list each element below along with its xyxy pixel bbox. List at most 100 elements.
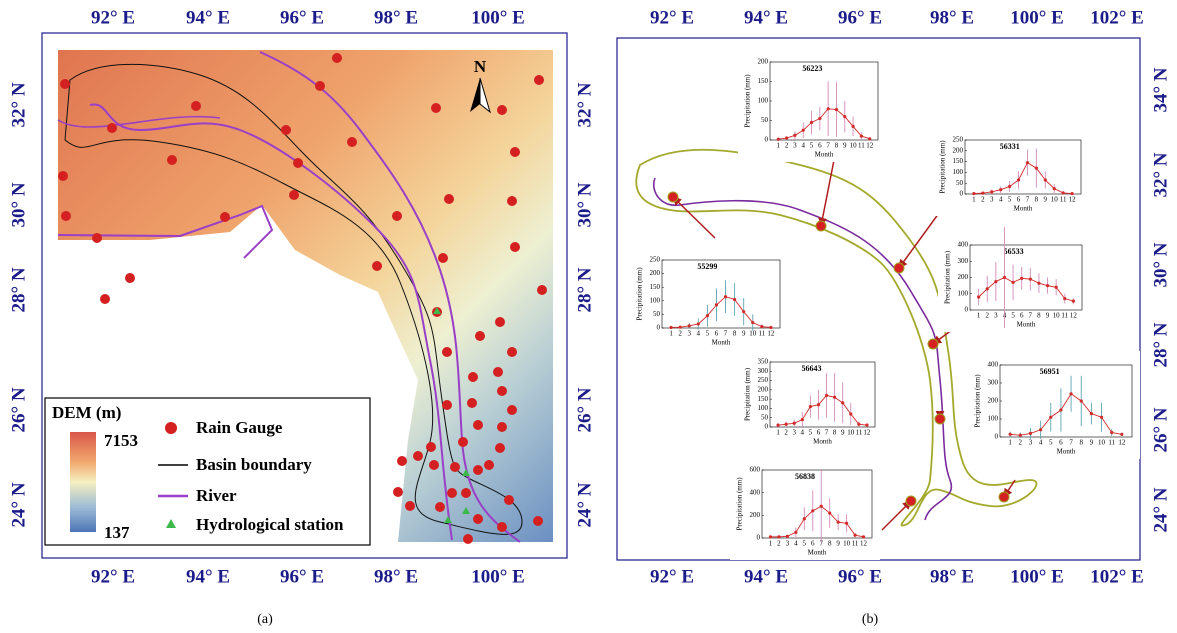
- y-tick-label: 200: [758, 58, 769, 66]
- y-tick-label: 400: [988, 361, 999, 369]
- precip-point: [828, 511, 832, 515]
- precip-point: [1110, 430, 1114, 435]
- precip-point: [760, 325, 764, 329]
- precip-point: [994, 279, 998, 284]
- precip-point: [808, 404, 812, 409]
- rain-gauge: [332, 53, 342, 63]
- y-tick-label: 100: [953, 168, 964, 176]
- coordinate-label: 96° E: [838, 7, 882, 28]
- river: [57, 115, 221, 128]
- rain-gauge: [435, 502, 445, 512]
- rain-gauge: [429, 460, 439, 470]
- legend-gauge-symbol: [165, 422, 177, 434]
- precip-point: [785, 136, 789, 140]
- x-tick-label: 8: [1035, 196, 1039, 204]
- river: [653, 177, 953, 521]
- x-tick-label: 6: [1020, 312, 1024, 320]
- station-marker: [998, 491, 1010, 503]
- y-axis-title: Precipitation (mm): [939, 140, 947, 194]
- precip-point: [1011, 280, 1015, 284]
- coordinate-label: 96° E: [838, 566, 882, 587]
- x-axis-title: Month: [712, 339, 731, 347]
- x-tick-label: 12: [866, 142, 874, 150]
- rain-gauge: [220, 212, 230, 222]
- rain-gauge: [467, 398, 477, 408]
- precip-point: [792, 421, 796, 425]
- y-tick-label: 0: [757, 534, 761, 542]
- precip-point: [861, 535, 866, 539]
- x-tick-label: 9: [836, 540, 840, 548]
- precip-point: [669, 325, 673, 330]
- precip-point: [851, 124, 855, 128]
- precip-point: [1045, 284, 1050, 288]
- y-tick-label: 300: [958, 257, 969, 265]
- river: [259, 51, 521, 543]
- rain-gauge: [468, 372, 478, 382]
- coordinate-label: 32° N: [1150, 152, 1171, 197]
- x-axis-title: Month: [1057, 448, 1076, 456]
- coordinate-label: 102° E: [1090, 7, 1144, 28]
- inset-background: [730, 456, 880, 560]
- y-tick-label: 0: [765, 136, 769, 144]
- x-tick-label: 2: [1019, 439, 1023, 447]
- basin-boundary: [64, 63, 523, 535]
- x-tick-label: 3: [1029, 439, 1033, 447]
- precip-point: [833, 395, 837, 399]
- precip-point: [705, 314, 709, 318]
- x-tick-label: 11: [852, 540, 859, 548]
- y-tick-label: 350: [758, 358, 769, 366]
- coordinate-label: 94° E: [744, 566, 788, 587]
- precip-point: [809, 120, 814, 125]
- rain-gauge: [431, 103, 441, 113]
- inset-background: [933, 126, 1089, 216]
- coordinate-label: 98° E: [930, 566, 974, 587]
- y-tick-label: 100: [958, 289, 969, 297]
- precip-point: [1049, 415, 1053, 419]
- inset-title: 56223: [802, 64, 822, 73]
- x-axis-title: Month: [1017, 321, 1036, 329]
- x-tick-label: 5: [1049, 439, 1053, 447]
- precip-point: [1016, 178, 1021, 182]
- y-axis-title: Precipitation (mm): [974, 374, 982, 428]
- rain-gauge: [497, 422, 507, 432]
- precip-point: [776, 137, 780, 141]
- x-tick-label: 2: [777, 540, 781, 548]
- rain-gauge: [533, 516, 543, 526]
- y-tick-label: 300: [988, 379, 999, 387]
- precip-point: [836, 520, 840, 524]
- coordinate-label: 102° E: [1090, 566, 1144, 587]
- x-axis-title: Month: [808, 549, 827, 557]
- rain-gauge: [392, 211, 402, 221]
- x-tick-label: 6: [817, 429, 821, 437]
- rain-gauge: [495, 443, 505, 453]
- rain-gauge: [92, 233, 102, 243]
- inset-title: 56951: [1040, 367, 1060, 376]
- precip-point: [859, 134, 863, 138]
- x-tick-label: 4: [801, 142, 805, 150]
- precip-point: [1018, 433, 1022, 437]
- x-tick-label: 7: [1029, 312, 1033, 320]
- x-tick-label: 6: [818, 142, 822, 150]
- x-tick-label: 9: [742, 330, 746, 338]
- rain-gauge: [442, 400, 452, 410]
- precip-point: [802, 517, 806, 521]
- y-tick-label: 200: [953, 146, 964, 154]
- hydrological-station: [444, 516, 452, 523]
- precip-point: [1037, 281, 1041, 285]
- x-axis-title: Month: [813, 438, 832, 446]
- inset-title: 56331: [1000, 142, 1020, 151]
- x-tick-label: 11: [855, 429, 862, 437]
- rain-gauge: [473, 465, 483, 475]
- precip-point: [985, 287, 989, 291]
- rain-gauge: [507, 405, 517, 415]
- x-tick-label: 1: [1008, 439, 1012, 447]
- precip-point: [714, 303, 719, 307]
- precip-point: [843, 115, 847, 119]
- x-tick-label: 5: [1008, 196, 1012, 204]
- precip-point: [696, 322, 700, 326]
- y-tick-label: 150: [953, 157, 964, 165]
- inset-background: [738, 48, 886, 162]
